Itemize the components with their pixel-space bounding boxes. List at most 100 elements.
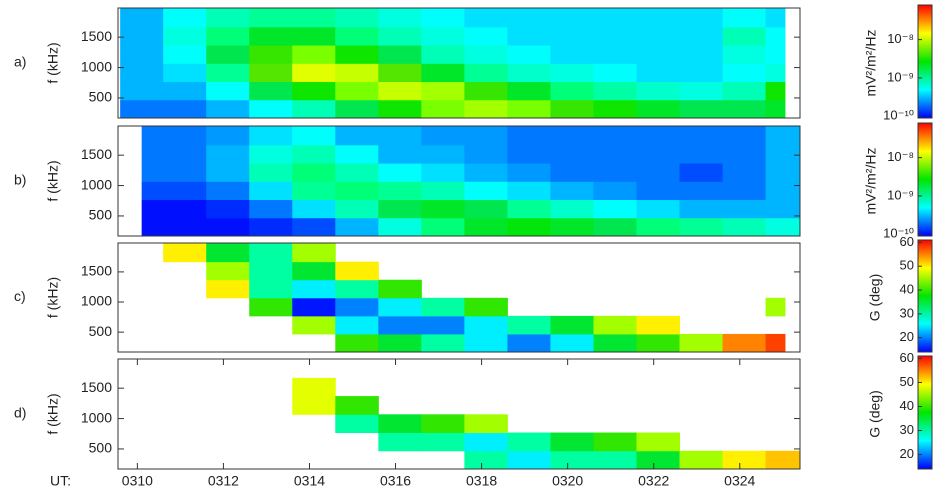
heatmap-cell xyxy=(593,26,637,46)
heatmap-cell xyxy=(335,414,379,434)
heatmap-cell xyxy=(120,26,164,46)
colorbar-tick-label: 10⁻⁹ xyxy=(887,69,914,84)
plot-frame xyxy=(117,125,801,237)
heatmap-cell xyxy=(335,297,379,317)
heatmap-cell xyxy=(120,63,164,83)
heatmap-cell xyxy=(593,333,637,353)
heatmap-cell xyxy=(292,297,336,317)
heatmap-cell xyxy=(722,181,767,201)
heatmap-cell xyxy=(722,8,767,28)
heatmap-cell xyxy=(378,126,422,146)
heatmap-cell xyxy=(550,333,594,353)
heatmap-cell xyxy=(464,45,508,64)
heatmap-cell xyxy=(507,163,551,182)
plot-frame xyxy=(117,7,801,119)
heatmap-cell xyxy=(550,8,594,28)
x-tick-label: 0312 xyxy=(208,473,239,489)
heatmap-cell xyxy=(141,181,164,201)
heatmap-cell xyxy=(593,217,637,237)
heatmap-cell xyxy=(378,63,422,83)
colorbar-tick-label: 20 xyxy=(900,446,914,461)
heatmap-cell xyxy=(679,181,724,201)
heatmap-cell xyxy=(593,81,637,101)
y-axis-label: f (kHz) xyxy=(45,277,61,318)
colorbar xyxy=(917,122,933,237)
heatmap-cell xyxy=(292,144,336,164)
colorbar-tick-label: 10⁻¹⁰ xyxy=(883,226,914,241)
heatmap-cell xyxy=(163,243,207,263)
heatmap-cell xyxy=(636,26,681,46)
heatmap-cell xyxy=(765,199,801,219)
panel-label: a) xyxy=(14,54,26,70)
heatmap-cell xyxy=(249,217,293,237)
heatmap-cell xyxy=(120,99,164,119)
heatmap-cell xyxy=(163,26,207,46)
heatmap-cell xyxy=(636,199,681,219)
heatmap-cell xyxy=(141,199,164,219)
heatmap-cell xyxy=(679,8,724,28)
heatmap-cell xyxy=(636,99,681,119)
heatmap-cell xyxy=(249,26,293,46)
heatmap-cell xyxy=(550,199,594,219)
heatmap-cell xyxy=(206,45,250,64)
heatmap-cell xyxy=(636,217,681,237)
heatmap-cell xyxy=(464,163,508,182)
heatmap-cell xyxy=(550,181,594,201)
colorbar xyxy=(917,4,933,119)
heatmap-cell xyxy=(464,333,508,353)
heatmap-cell xyxy=(593,315,637,335)
heatmap-cell xyxy=(722,144,767,164)
y-tick-label: 1000 xyxy=(81,293,112,309)
heatmap-cell xyxy=(765,81,786,101)
heatmap-cell xyxy=(378,297,422,317)
heatmap-cell xyxy=(378,163,422,182)
heatmap-cell xyxy=(679,81,724,101)
heatmap-cell xyxy=(722,126,767,146)
heatmap-cell xyxy=(507,199,551,219)
heatmap-cell xyxy=(335,144,379,164)
heatmap-cell xyxy=(464,99,508,119)
heatmap-cell xyxy=(722,199,767,219)
heatmap-cell xyxy=(421,217,465,237)
colorbar-tick-label: 30 xyxy=(900,305,914,320)
y-tick-label: 1000 xyxy=(81,58,112,74)
heatmap-cell xyxy=(464,81,508,101)
heatmap-cell xyxy=(141,126,164,146)
heatmap-cell xyxy=(636,333,681,353)
heatmap-cell xyxy=(507,333,551,353)
heatmap-cell xyxy=(765,297,786,317)
heatmap-cell xyxy=(679,63,724,83)
heatmap-cell xyxy=(722,81,767,101)
heatmap-cell xyxy=(593,432,637,452)
heatmap-cell xyxy=(507,450,551,470)
colorbar-tick-label: 10⁻⁸ xyxy=(887,31,914,46)
heatmap-cell xyxy=(335,126,379,146)
heatmap-cell xyxy=(335,63,379,83)
y-tick-label: 500 xyxy=(89,207,113,223)
heatmap-cell xyxy=(765,126,801,146)
heatmap-cell xyxy=(593,8,637,28)
heatmap-cell xyxy=(507,8,551,28)
heatmap-cell xyxy=(163,63,207,83)
y-tick-label: 500 xyxy=(89,323,113,339)
colorbar-label: mV²/m²/Hz xyxy=(863,148,879,215)
heatmap-cell xyxy=(378,217,422,237)
heatmap-cell xyxy=(292,45,336,64)
colorbar-tick-label: 20 xyxy=(900,329,914,344)
panel-label: b) xyxy=(14,172,26,188)
heatmap-cell xyxy=(636,181,681,201)
y-tick-label: 1500 xyxy=(81,379,112,395)
heatmap-cell xyxy=(679,217,724,237)
heatmap-cell xyxy=(378,8,422,28)
heatmap-cell xyxy=(206,126,250,146)
heatmap-cell xyxy=(464,450,508,470)
heatmap-cell xyxy=(550,99,594,119)
heatmap-cell xyxy=(335,217,379,237)
heatmap-cell xyxy=(464,63,508,83)
heatmap-cell xyxy=(206,8,250,28)
heatmap-cell xyxy=(421,333,465,353)
heatmap-cell xyxy=(249,126,293,146)
heatmap-cell xyxy=(378,26,422,46)
heatmap-cell xyxy=(507,181,551,201)
colorbar-tick-label: 10⁻¹⁰ xyxy=(883,108,914,123)
